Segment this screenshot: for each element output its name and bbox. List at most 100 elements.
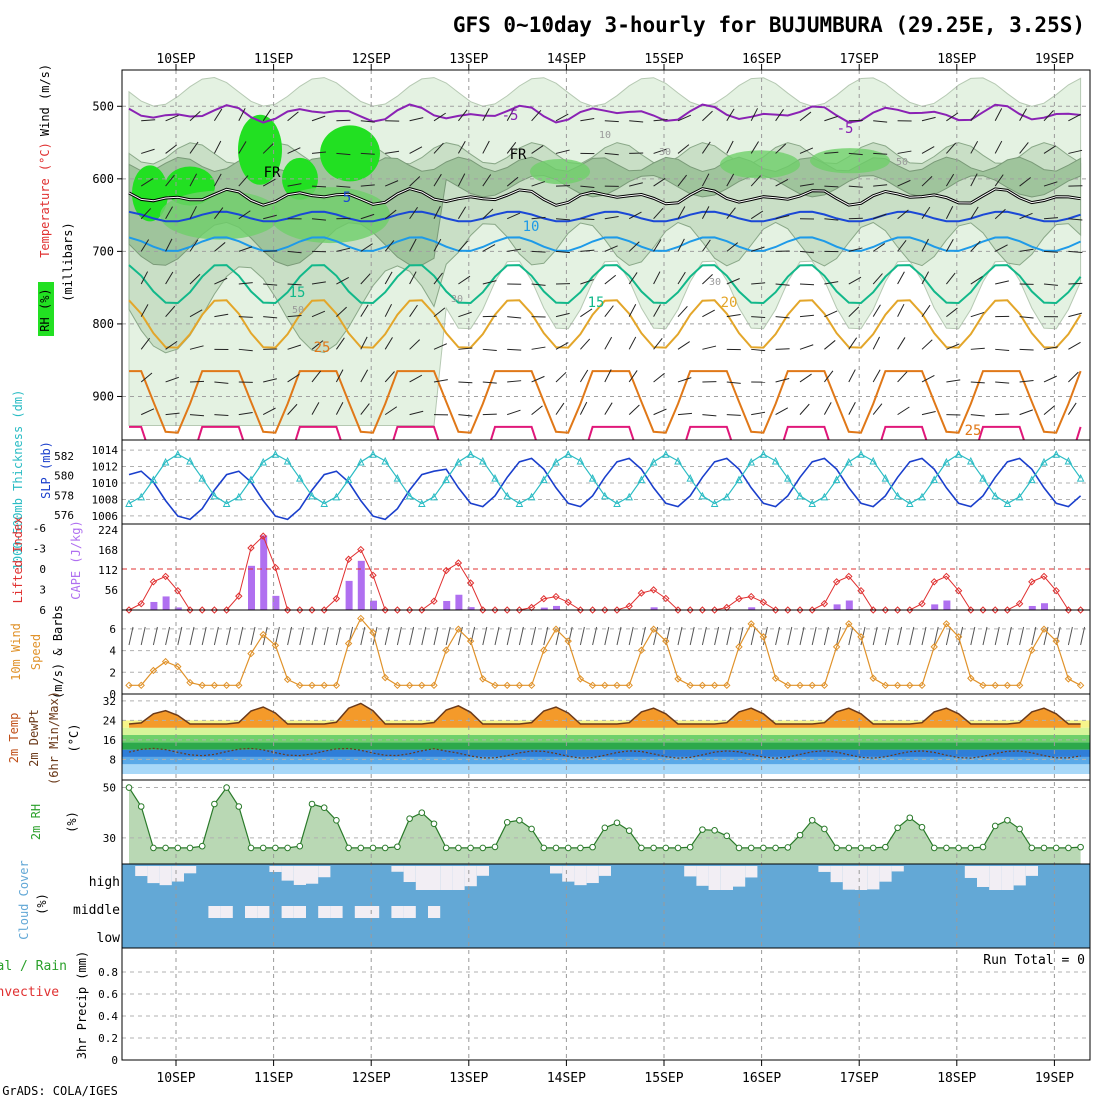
wind-barb-10m xyxy=(776,627,780,645)
ylabel-wind: Wind (m/s) xyxy=(38,64,52,136)
cape-bar xyxy=(943,601,950,610)
rh2m-marker xyxy=(944,845,950,851)
contour-label: 10 xyxy=(599,130,611,141)
cloud-high-gap xyxy=(855,866,867,890)
wind-barb xyxy=(190,381,204,382)
cloud-high-gap xyxy=(294,866,306,885)
ylabel-convective: Convective xyxy=(0,985,59,1000)
rh2m-marker xyxy=(504,820,510,826)
lifted-index-tick: 6 xyxy=(39,604,46,617)
temp-band xyxy=(122,757,1090,764)
cape-bar xyxy=(248,566,255,610)
panel-frame xyxy=(122,948,1090,1060)
wind-barb-10m xyxy=(129,627,133,645)
contour-label: 15 xyxy=(289,285,306,301)
cape-bar xyxy=(150,602,157,610)
lifted-index-tick: -6 xyxy=(33,522,46,535)
rh2m-marker xyxy=(1005,817,1011,823)
wind-tick-label: 2 xyxy=(109,666,116,679)
rh2m-marker xyxy=(541,845,547,851)
rh2m-marker xyxy=(1078,844,1084,850)
rh2m-marker xyxy=(956,845,962,851)
cloud-mid-gap xyxy=(257,906,269,918)
wind-tick-label: 4 xyxy=(109,645,116,658)
rh2m-marker xyxy=(785,845,791,851)
wind-barb-10m xyxy=(702,627,706,645)
cloud-mid-gap xyxy=(330,906,342,918)
contour-label: 15 xyxy=(588,295,605,311)
temp-band xyxy=(122,735,1090,742)
wind-barb-10m xyxy=(519,627,523,645)
temp-tick-label: 32 xyxy=(103,695,116,708)
lifted-index-tick: 0 xyxy=(39,563,46,576)
wind-barb-10m xyxy=(544,627,548,645)
rh2m-marker xyxy=(151,845,157,851)
cloud-high-gap xyxy=(879,866,891,882)
cloud-high-gap xyxy=(184,866,196,873)
rh2m-marker xyxy=(443,845,449,851)
panel-frame xyxy=(122,440,1090,524)
rh2m-marker xyxy=(480,845,486,851)
rh2m-marker xyxy=(212,801,218,807)
date-label-top: 19SEP xyxy=(1035,52,1074,67)
wind-barb-10m xyxy=(1020,627,1024,645)
wind-barb-10m xyxy=(190,627,194,645)
cloud-high-gap xyxy=(550,866,562,873)
cloud-mid-gap xyxy=(391,906,403,918)
cloud-mid-gap xyxy=(355,906,367,918)
date-label-top: 15SEP xyxy=(644,52,683,67)
cloud-mid-gap xyxy=(367,906,379,918)
contour-label: -5 xyxy=(502,108,519,124)
wind-barb-10m xyxy=(873,627,877,645)
rh2m-marker xyxy=(273,845,279,851)
rh-moist-blob xyxy=(720,150,800,178)
wind-barb-10m xyxy=(715,627,719,645)
wind-barb-10m xyxy=(1032,627,1036,645)
rh-moist-blob xyxy=(810,148,890,173)
cloud-high-gap xyxy=(391,866,403,872)
cape-bar xyxy=(553,606,560,610)
wind-barb-10m xyxy=(324,627,328,645)
rh2m-marker xyxy=(163,845,169,851)
date-label-bottom: 16SEP xyxy=(742,1071,781,1086)
slp-tick-label: 1010 xyxy=(92,477,119,490)
rh2m-marker xyxy=(675,845,681,851)
rh2m-marker xyxy=(687,844,693,850)
cape-tick: 224 xyxy=(98,524,118,537)
ylabel-minmax: (6hr Min/Max) xyxy=(47,691,61,785)
lifted-index-tick: -3 xyxy=(33,543,46,556)
cloud-high-gap xyxy=(867,866,879,889)
wind-barb-10m xyxy=(605,627,609,645)
wind-barb xyxy=(336,120,350,121)
wind-barb-10m xyxy=(422,627,426,645)
rh2m-marker xyxy=(1017,826,1023,832)
rh2m-marker xyxy=(321,805,327,811)
cloud-mid-gap xyxy=(318,906,330,918)
wind-barb-10m xyxy=(580,627,584,645)
cloud-high-gap xyxy=(172,866,184,882)
date-label-bottom: 12SEP xyxy=(352,1071,391,1086)
wind-barb-10m xyxy=(641,627,645,645)
cape-bar xyxy=(358,561,365,610)
cloud-high-gap xyxy=(282,866,294,881)
thickness-tick-label: 582 xyxy=(54,450,74,463)
pressure-tick-label: 500 xyxy=(92,99,114,113)
rh2m-marker xyxy=(822,826,828,832)
rh2m-marker xyxy=(968,845,974,851)
ylabel-cloud-unit: (%) xyxy=(35,893,49,915)
wind-barb xyxy=(776,349,790,350)
cloud-high-gap xyxy=(892,866,904,871)
rh2m-marker xyxy=(895,825,901,831)
wind-barb-10m xyxy=(1081,627,1085,645)
rh2m-marker xyxy=(1041,845,1047,851)
cloud-high-gap xyxy=(135,866,147,876)
rh2m-marker xyxy=(1029,845,1035,851)
ylabel-slp: SLP (mb) xyxy=(39,441,53,499)
slp-tick-label: 1014 xyxy=(92,444,119,457)
rh2m-tick-label: 30 xyxy=(103,832,116,845)
cape-bar xyxy=(455,595,462,610)
cloud-high-gap xyxy=(416,866,428,890)
rh2m-marker xyxy=(187,845,193,851)
rh2m-marker xyxy=(346,845,352,851)
